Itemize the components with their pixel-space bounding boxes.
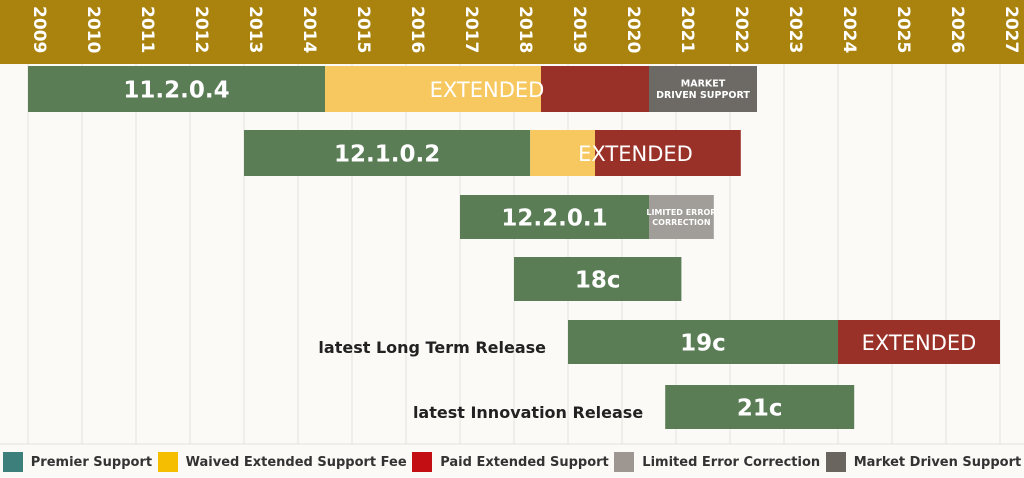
release-label: 12.1.0.2 xyxy=(334,141,440,167)
release-label: 18c xyxy=(575,267,621,293)
release-annotation: latest Innovation Release xyxy=(413,403,643,422)
legend-item-market: Market Driven Support xyxy=(825,452,1022,472)
legend-label-waived: Waived Extended Support Fee xyxy=(185,454,407,470)
phase-text-limited-0: LIMITED ERROR xyxy=(646,208,716,217)
year-label-2025: 2025 xyxy=(893,6,913,53)
release-label: 11.2.0.4 xyxy=(123,77,229,103)
year-label-2015: 2015 xyxy=(353,6,373,53)
legend-label-limited: Limited Error Correction xyxy=(642,454,821,470)
release-row-21c: 21c latest Innovation Release xyxy=(413,385,855,429)
release-row-18c: 18c xyxy=(514,257,682,301)
legend-swatch-market xyxy=(825,452,846,472)
release-row-19c: 19c EXTENDED latest Long Term Release xyxy=(318,320,1000,364)
year-label-2027: 2027 xyxy=(1001,6,1021,53)
bar-12-1-0-2-waived xyxy=(530,130,595,176)
release-label: 12.2.0.1 xyxy=(501,205,607,231)
release-label: 21c xyxy=(737,395,783,421)
bar-11-2-0-4-market xyxy=(649,66,757,112)
bar-11-2-0-4-premier xyxy=(28,66,325,112)
bar-18c-premier xyxy=(514,257,682,301)
year-label-2014: 2014 xyxy=(299,6,319,53)
year-label-2013: 2013 xyxy=(245,6,265,53)
year-label-2022: 2022 xyxy=(731,6,751,53)
release-label: 19c xyxy=(680,330,726,356)
phase-text-limited-1: CORRECTION xyxy=(652,218,710,227)
year-label-2017: 2017 xyxy=(461,6,481,53)
phase-text-market-0: MARKET xyxy=(681,79,726,90)
legend-label-paid: Paid Extended Support xyxy=(440,454,609,470)
legend-swatch-paid xyxy=(412,452,433,472)
extended-label: EXTENDED xyxy=(578,142,693,166)
header-band xyxy=(0,0,1024,64)
bar-11-2-0-4-waived xyxy=(325,66,541,112)
bar-21c-premier xyxy=(665,385,855,429)
year-label-2016: 2016 xyxy=(407,6,427,53)
release-row-12-1-0-2: 12.1.0.2 EXTENDED xyxy=(244,130,741,176)
legend-item-premier: Premier Support xyxy=(2,452,153,472)
year-label-2026: 2026 xyxy=(947,6,967,53)
year-label-2011: 2011 xyxy=(137,6,157,53)
legend-swatch-limited xyxy=(614,452,635,472)
bar-19c-premier xyxy=(568,320,838,364)
year-label-2020: 2020 xyxy=(623,6,643,53)
grid-lines xyxy=(27,64,1001,444)
year-label-2021: 2021 xyxy=(677,6,697,53)
legend: Premier Support Waived Extended Support … xyxy=(0,446,1024,478)
bar-12-2-0-1-premier xyxy=(460,195,649,239)
legend-label-market: Market Driven Support xyxy=(853,454,1022,470)
legend-item-waived: Waived Extended Support Fee xyxy=(157,452,407,472)
extended-label: EXTENDED xyxy=(862,331,977,355)
year-labels: 2009 2010 2011 2012 2013 2014 2015 2016 2017 2018… xyxy=(29,6,1021,53)
year-label-2024: 2024 xyxy=(839,6,859,53)
release-annotation: latest Long Term Release xyxy=(318,338,546,357)
year-label-2018: 2018 xyxy=(515,6,535,53)
bar-11-2-0-4-paid xyxy=(541,66,649,112)
legend-label-premier: Premier Support xyxy=(30,454,153,470)
legend-swatch-premier xyxy=(2,452,23,472)
year-label-2023: 2023 xyxy=(785,6,805,53)
extended-label: EXTENDED xyxy=(430,78,545,102)
bar-12-1-0-2-paid xyxy=(595,130,741,176)
year-label-2019: 2019 xyxy=(569,6,589,53)
year-label-2009: 2009 xyxy=(29,6,49,53)
bar-12-1-0-2-premier xyxy=(244,130,531,176)
legend-item-limited: Limited Error Correction xyxy=(614,452,820,472)
bar-19c-paid xyxy=(838,320,1000,364)
year-label-2010: 2010 xyxy=(83,6,103,53)
bar-12-2-0-1-limited xyxy=(649,195,714,239)
phase-text-market-1: DRIVEN SUPPORT xyxy=(656,90,750,101)
legend-item-paid: Paid Extended Support xyxy=(412,452,609,472)
legend-swatch-waived xyxy=(157,452,178,472)
year-label-2012: 2012 xyxy=(191,6,211,53)
